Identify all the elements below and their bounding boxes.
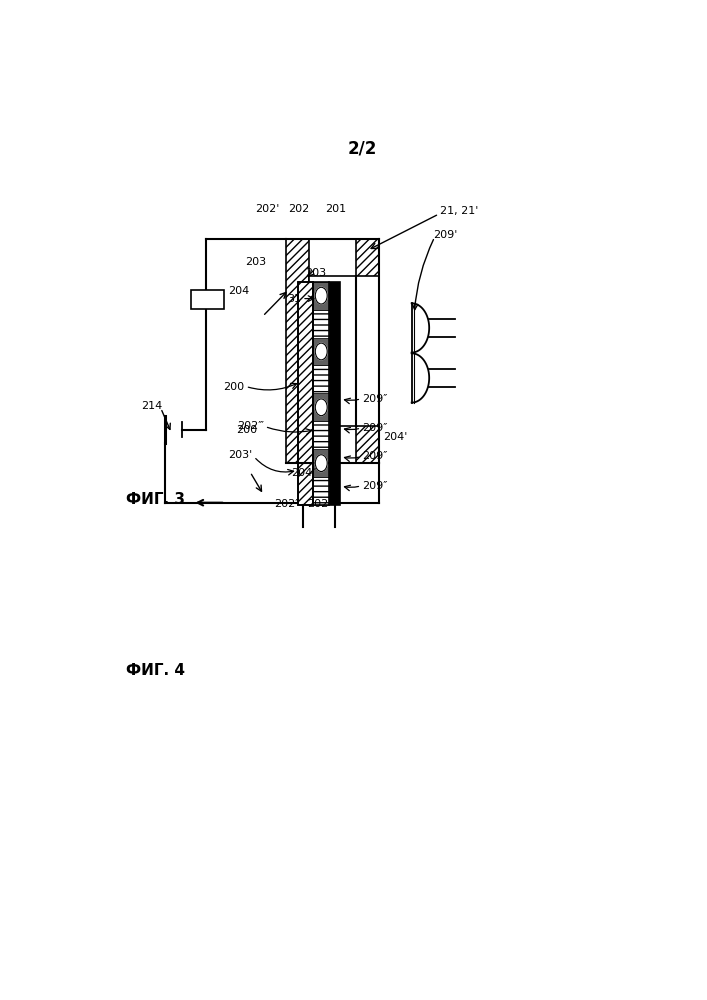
Circle shape [315,455,327,472]
Text: 203: 203 [305,268,327,278]
Text: 21, 21': 21, 21' [440,206,479,216]
Text: 201: 201 [325,204,346,214]
Text: 209': 209' [433,231,458,240]
Bar [356,426,379,463]
Text: 209″: 209″ [363,394,387,404]
Text: ФИГ. 4: ФИГ. 4 [126,663,185,678]
Text: 202‴: 202‴ [237,421,264,431]
Bar [329,282,341,505]
Text: 202″: 202″ [274,499,299,509]
Circle shape [315,287,327,304]
Circle shape [315,399,327,416]
Text: 214: 214 [141,401,163,411]
Text: 202: 202 [288,204,310,214]
Bar [313,449,329,477]
Text: 209″: 209″ [363,481,387,491]
Text: 200: 200 [236,425,257,435]
Bar [309,276,356,426]
Bar [313,393,329,421]
Text: 203': 203' [228,450,253,460]
Text: 204': 204' [383,432,407,442]
Bar [313,477,329,505]
Text: 204″: 204″ [291,468,317,478]
Bar [286,239,309,463]
Bar [313,282,329,310]
Bar [313,310,329,338]
Text: ФИГ. 3: ФИГ. 3 [126,492,185,507]
Bar [192,290,224,309]
Bar [313,338,329,365]
Text: 202': 202' [308,499,332,509]
Bar [356,239,379,276]
Text: 209″: 209″ [363,451,387,461]
Bar [356,239,379,276]
Text: 202': 202' [255,204,279,214]
Circle shape [315,343,327,360]
Bar [298,282,313,505]
Text: 204: 204 [228,286,250,296]
Bar [313,421,329,449]
Text: 2/2: 2/2 [348,139,377,157]
Text: 31: 31 [287,294,301,304]
Text: 203: 203 [245,257,266,267]
Bar [298,282,313,505]
Text: 200: 200 [223,382,245,392]
Bar [286,239,309,463]
Bar [356,426,379,463]
Bar [313,365,329,393]
Bar [298,282,313,505]
Text: 209″: 209″ [363,423,387,433]
Bar [313,282,329,505]
